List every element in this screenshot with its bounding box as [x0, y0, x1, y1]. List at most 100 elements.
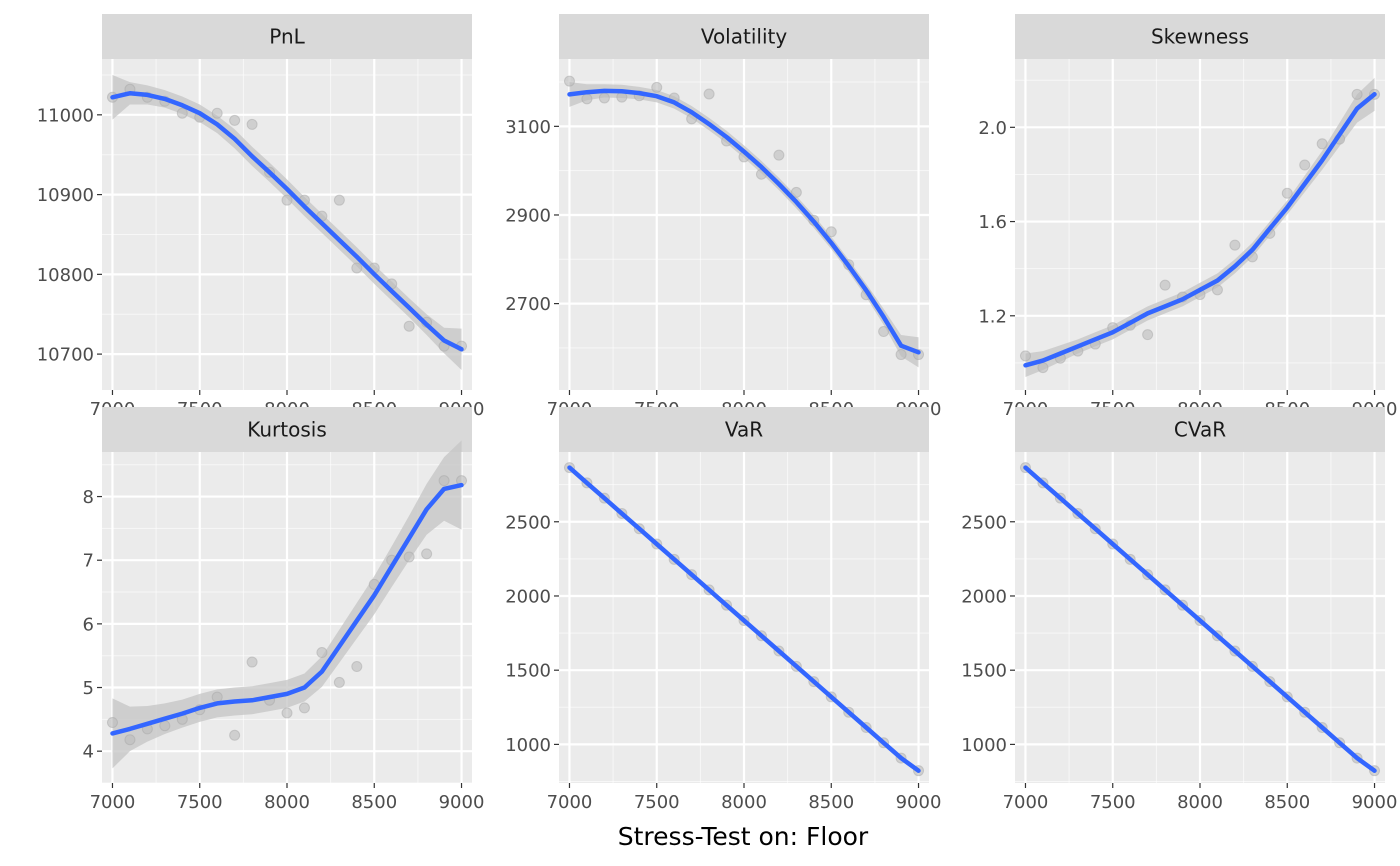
point-pnl-8300 [333, 194, 345, 206]
point-kurtosis-8900 [438, 475, 450, 487]
y-tick-label-kurtosis: 8 [83, 487, 94, 508]
point-kurtosis-7100 [124, 734, 136, 746]
strip-label-var: VaR [725, 418, 763, 442]
grid-pnl [102, 59, 472, 390]
y-tick-label-var: 2000 [505, 586, 551, 607]
strip-label-kurtosis: Kurtosis [247, 418, 327, 442]
x-tick-label-kurtosis: 8500 [351, 792, 397, 813]
fit-line-cvar [1023, 465, 1377, 773]
y-tick-label-kurtosis: 6 [83, 614, 94, 635]
point-kurtosis-7700 [229, 729, 241, 741]
y-tick-label-skewness: 2.0 [978, 118, 1007, 139]
y-tick-label-volatility: 3100 [505, 117, 551, 138]
point-pnl-7600 [211, 107, 223, 119]
point-volatility-8500 [825, 226, 837, 238]
strip-label-skewness: Skewness [1151, 25, 1249, 49]
y-tick-label-volatility: 2900 [505, 205, 551, 226]
panel-cvar: CVaR 1000 1500 2000 2500 7000 7500 8000 8500 9000 [961, 407, 1397, 813]
x-tick-label-var: 7500 [634, 792, 680, 813]
point-pnl-8400 [351, 262, 363, 274]
y-tick-label-kurtosis: 5 [83, 678, 94, 699]
y-tick-label-volatility: 2700 [505, 294, 551, 315]
point-skewness-8600 [1299, 159, 1311, 171]
point-kurtosis-7300 [159, 720, 171, 732]
x-tick-label-kurtosis: 9000 [439, 792, 485, 813]
y-tick-label-pnl: 10800 [37, 265, 94, 286]
grid-skewness [1015, 59, 1385, 390]
panel-pnl: PnL1070010800109001100070007500800085009… [37, 14, 484, 420]
y-tick-label-cvar: 2000 [961, 586, 1007, 607]
y-tick-label-skewness: 1.2 [978, 306, 1007, 327]
panels-layer: PnL 10700 10800 10900 11000 7000 7500 8000 8500 9… [37, 14, 1397, 813]
point-skewness-8700 [1316, 138, 1328, 150]
point-kurtosis-8300 [333, 676, 345, 688]
point-kurtosis-7000 [106, 717, 118, 729]
point-volatility-8200 [773, 149, 785, 161]
point-pnl-7400 [176, 107, 188, 119]
x-tick-label-cvar: 8500 [1264, 792, 1310, 813]
point-skewness-7000 [1019, 350, 1031, 362]
point-kurtosis-7800 [246, 656, 258, 668]
point-kurtosis-7600 [211, 691, 223, 703]
point-skewness-8200 [1229, 239, 1241, 251]
x-tick-label-cvar: 9000 [1352, 792, 1398, 813]
x-axis-title: Stress-Test on: Floor [618, 822, 869, 851]
point-skewness-8100 [1211, 284, 1223, 296]
y-tick-label-kurtosis: 7 [83, 551, 94, 572]
strip-label-cvar: CVaR [1174, 418, 1226, 442]
y-tick-label-pnl: 10900 [37, 185, 94, 206]
ribbon-pnl [112, 74, 462, 371]
point-skewness-8900 [1351, 88, 1363, 100]
point-kurtosis-8200 [316, 647, 328, 659]
points-kurtosis [106, 475, 468, 746]
strip-label-volatility: Volatility [701, 25, 788, 49]
point-volatility-8800 [878, 326, 890, 338]
ribbon-kurtosis [112, 440, 462, 769]
y-tick-label-cvar: 1500 [961, 661, 1007, 682]
point-volatility-7100 [581, 93, 593, 105]
y-tick-label-pnl: 10700 [37, 345, 94, 366]
x-tick-label-var: 8000 [721, 792, 767, 813]
strip-var [559, 407, 929, 452]
point-skewness-7800 [1159, 279, 1171, 291]
fit-line-var [567, 465, 921, 773]
fit-line-skewness [1023, 92, 1377, 368]
fit-line-volatility [567, 88, 921, 355]
strip-skewness [1015, 14, 1385, 59]
point-volatility-7000 [563, 75, 575, 87]
ribbon-skewness [1025, 77, 1375, 378]
point-pnl-8000 [281, 194, 293, 206]
strip-pnl [102, 14, 472, 59]
y-tick-label-kurtosis: 4 [83, 742, 94, 763]
point-kurtosis-8800 [421, 548, 433, 560]
point-pnl-7700 [229, 114, 241, 126]
panel-volatility: Volatility270029003100700075008000850090… [505, 14, 941, 420]
x-tick-label-cvar: 8000 [1177, 792, 1223, 813]
y-tick-label-cvar: 1000 [961, 735, 1007, 756]
strip-volatility [559, 14, 929, 59]
point-skewness-7700 [1142, 329, 1154, 341]
fit-line-pnl [110, 91, 464, 352]
point-volatility-8900 [895, 349, 907, 361]
point-pnl-8700 [403, 320, 415, 332]
y-tick-label-var: 1500 [505, 661, 551, 682]
y-tick-label-skewness: 1.6 [978, 212, 1007, 233]
strip-label-pnl: PnL [269, 25, 305, 49]
point-skewness-8500 [1281, 187, 1293, 199]
point-pnl-7800 [246, 118, 258, 130]
point-kurtosis-8700 [403, 551, 415, 563]
grid-var [559, 452, 929, 783]
x-tick-label-kurtosis: 7000 [90, 792, 136, 813]
strip-kurtosis [102, 407, 472, 452]
x-tick-label-var: 9000 [896, 792, 942, 813]
point-kurtosis-8100 [298, 702, 310, 714]
point-kurtosis-8400 [351, 661, 363, 673]
x-tick-label-cvar: 7000 [1003, 792, 1049, 813]
x-tick-label-kurtosis: 7500 [177, 792, 223, 813]
y-tick-label-cvar: 2500 [961, 512, 1007, 533]
point-skewness-7100 [1037, 362, 1049, 374]
x-tick-label-var: 8500 [808, 792, 854, 813]
point-volatility-7200 [598, 92, 610, 104]
fit-line-kurtosis [110, 482, 464, 736]
